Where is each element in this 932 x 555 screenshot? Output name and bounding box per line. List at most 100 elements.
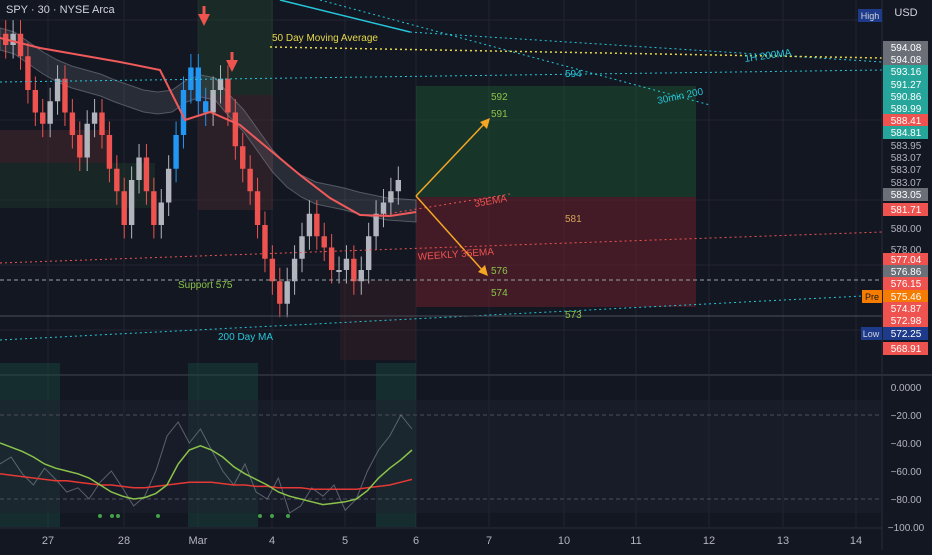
weekly-35ema xyxy=(0,231,883,264)
x-tick-label: 13 xyxy=(777,535,789,547)
x-tick-label: 12 xyxy=(703,535,715,547)
arrow-down-line xyxy=(415,195,485,273)
candle-body xyxy=(380,202,387,214)
x-tick-label: 14 xyxy=(850,535,862,547)
price-tag: 594.08 xyxy=(891,43,922,54)
rsi-y-tick: −80.00 xyxy=(891,495,922,506)
candle-body xyxy=(203,101,209,113)
annotation-10: 574 xyxy=(491,288,508,299)
x-tick-label: 10 xyxy=(558,535,570,547)
candle-body xyxy=(32,90,39,113)
price-tag-bg xyxy=(883,53,928,66)
x-tick-label: 4 xyxy=(269,535,275,547)
signal-dot xyxy=(116,514,120,518)
annotation-11: 573 xyxy=(565,310,582,321)
price-tag: 568.91 xyxy=(891,344,922,355)
ma-ribbon xyxy=(0,27,417,223)
signal-dot xyxy=(110,514,114,518)
annotation-9: 576 xyxy=(491,266,508,277)
annotation-13: 200 Day MA xyxy=(218,332,273,343)
candle-body xyxy=(358,270,364,282)
price-tag-bg xyxy=(883,314,928,327)
annotation-8: WEEKLY 35EMA xyxy=(417,247,494,263)
price-tag: 588.41 xyxy=(891,116,922,127)
price-tag-bg xyxy=(883,90,928,103)
annotation-7: 581 xyxy=(565,214,582,225)
candle-body xyxy=(247,168,253,192)
cyan-200-day-ma xyxy=(0,294,883,341)
price-tag: 578.00 xyxy=(891,245,922,256)
price-tag-bg xyxy=(883,253,928,266)
stop-zone xyxy=(416,197,696,307)
candle-body xyxy=(395,180,401,192)
price-tag: 594.08 xyxy=(891,55,922,66)
candle-body xyxy=(336,270,342,272)
candle-body xyxy=(225,78,231,113)
ema-line xyxy=(0,37,417,218)
price-tag: 584.81 xyxy=(891,128,922,139)
price-tag: 583.07 xyxy=(891,178,922,189)
rsi-band xyxy=(0,400,882,513)
candle-body xyxy=(217,78,224,90)
candle-body xyxy=(10,33,16,45)
candle-body xyxy=(254,191,261,225)
candle-body xyxy=(321,236,327,248)
candle-body xyxy=(277,281,283,304)
candle-body xyxy=(99,112,105,135)
rsi-ma-line xyxy=(0,473,413,490)
price-tag: 574.87 xyxy=(891,304,922,315)
signal-dot xyxy=(98,514,102,518)
x-tick-label: 27 xyxy=(42,535,54,547)
candle-body xyxy=(121,191,127,225)
candle-body xyxy=(143,157,150,192)
candle-body xyxy=(210,90,216,113)
signal-dot xyxy=(286,514,290,518)
yellow-50dma xyxy=(269,46,883,59)
zone-low-red xyxy=(340,280,416,360)
x-tick-label: 28 xyxy=(118,535,130,547)
pre-tag-label: Pre xyxy=(865,292,879,302)
price-tag: 572.98 xyxy=(891,316,922,327)
arrow-up-head xyxy=(480,118,490,129)
candle-body xyxy=(40,112,46,124)
price-tag: 590.86 xyxy=(891,92,922,103)
rsi-y-tick: 0.0000 xyxy=(891,383,922,394)
candle-body xyxy=(106,135,113,169)
candle-body xyxy=(232,112,239,147)
currency-label: USD xyxy=(894,7,917,19)
candle-body xyxy=(299,236,305,259)
x-tick-label: 7 xyxy=(486,535,492,547)
cyan-30min-200 xyxy=(319,0,711,106)
price-tag: 583.07 xyxy=(891,165,922,176)
annotation-0: 50 Day Moving Average xyxy=(272,33,378,44)
cyan-trendline xyxy=(279,0,411,33)
price-tag: 576.86 xyxy=(891,267,922,278)
candle-body xyxy=(351,258,357,282)
candle-body xyxy=(365,236,372,270)
zone-left-red xyxy=(0,130,110,163)
low-tag-bg xyxy=(861,327,882,340)
candle-body xyxy=(158,202,164,225)
candle-body xyxy=(77,135,83,158)
candle-body xyxy=(314,213,320,237)
annotation-12: Support 575 xyxy=(178,280,233,291)
rsi-y-tick: −20.00 xyxy=(891,411,922,422)
candle-body xyxy=(180,90,187,135)
x-tick-label: 5 xyxy=(342,535,348,547)
price-tag-bg xyxy=(883,188,928,201)
candle-body xyxy=(284,281,290,304)
rsi-y-tick: −60.00 xyxy=(891,467,922,478)
candle-body xyxy=(17,33,24,57)
candle-body xyxy=(47,101,53,124)
price-tag: 577.04 xyxy=(891,255,922,266)
arrow-down-head xyxy=(478,265,488,276)
annotation-5: 591 xyxy=(491,109,508,120)
price-tag-bg xyxy=(883,277,928,290)
down-marker-2 xyxy=(226,60,238,72)
price-tag: 581.71 xyxy=(891,205,922,216)
price-tag-bg xyxy=(883,290,928,303)
price-tag-bg xyxy=(883,126,928,139)
candle-body xyxy=(373,213,379,237)
